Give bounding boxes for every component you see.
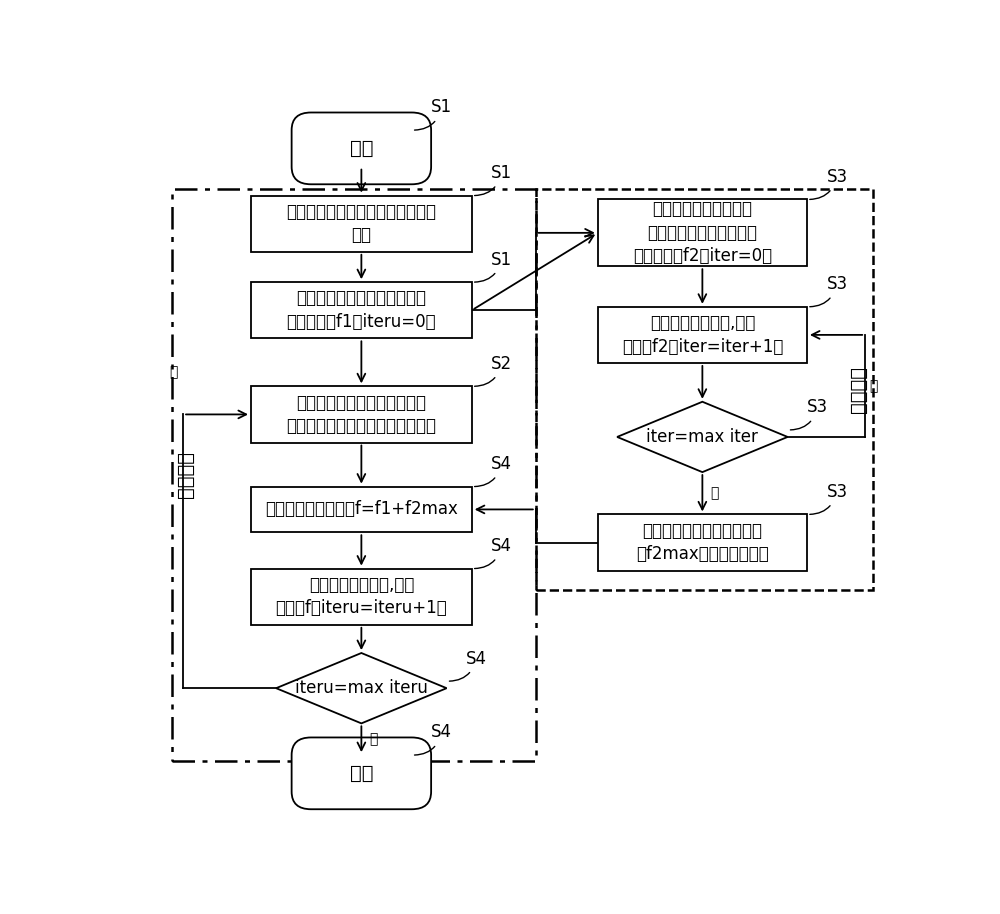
Text: 初始化。输入待规划配电网络原始
数据: 初始化。输入待规划配电网络原始 数据	[286, 203, 436, 244]
Bar	[172, 188, 536, 760]
Text: 是: 是	[369, 732, 378, 746]
Bar	[536, 188, 873, 590]
Text: S4: S4	[475, 455, 512, 486]
Text: S4: S4	[475, 537, 512, 569]
FancyBboxPatch shape	[251, 387, 472, 442]
Text: S3: S3	[790, 399, 828, 430]
Text: 初始化下层种群，根据
每个时刻的潮流分布计算
种群适应度f2，iter=0。: 初始化下层种群，根据 每个时刻的潮流分布计算 种群适应度f2，iter=0。	[633, 200, 772, 265]
Text: S3: S3	[810, 168, 848, 199]
Text: iteru=max iteru: iteru=max iteru	[295, 679, 428, 697]
Text: 否: 否	[169, 366, 177, 379]
Text: 选择、交叉、变异,更新
适应度f2，iter=iter+1。: 选择、交叉、变异,更新 适应度f2，iter=iter+1。	[622, 314, 783, 356]
FancyBboxPatch shape	[251, 282, 472, 338]
Text: 下层划分: 下层划分	[849, 366, 868, 412]
Text: S2: S2	[475, 355, 512, 387]
FancyBboxPatch shape	[598, 515, 807, 570]
FancyBboxPatch shape	[598, 307, 807, 363]
Text: 更新上层个体适应度f=f1+f2max: 更新上层个体适应度f=f1+f2max	[265, 501, 458, 518]
Text: S1: S1	[415, 99, 452, 130]
Polygon shape	[276, 653, 447, 723]
Text: 按照每个染色体的划分方式和
各个时段的平均负荷进行网络重构: 按照每个染色体的划分方式和 各个时段的平均负荷进行网络重构	[286, 394, 436, 435]
Text: 选择最优秀的个体和其适应
度f2max，下层划分结束: 选择最优秀的个体和其适应 度f2max，下层划分结束	[636, 522, 769, 563]
FancyBboxPatch shape	[251, 486, 472, 532]
FancyBboxPatch shape	[292, 738, 431, 809]
FancyBboxPatch shape	[251, 569, 472, 625]
Text: 开始: 开始	[350, 139, 373, 158]
Text: S1: S1	[475, 250, 512, 282]
Text: S1: S1	[475, 164, 512, 196]
FancyBboxPatch shape	[251, 196, 472, 252]
Text: 否: 否	[869, 379, 877, 393]
Text: S4: S4	[415, 724, 452, 755]
Text: 初始化上层种群，计算每条染
色体适应度f1，iteru=0。: 初始化上层种群，计算每条染 色体适应度f1，iteru=0。	[287, 290, 436, 331]
Text: S4: S4	[449, 650, 487, 681]
Polygon shape	[617, 402, 788, 473]
FancyBboxPatch shape	[292, 112, 431, 185]
Text: 结束: 结束	[350, 764, 373, 783]
Text: S3: S3	[810, 275, 848, 307]
Text: 是: 是	[710, 486, 718, 500]
Text: 选择、交叉、变异,更新
适应度f，iteru=iteru+1。: 选择、交叉、变异,更新 适应度f，iteru=iteru+1。	[276, 576, 447, 618]
FancyBboxPatch shape	[598, 199, 807, 266]
Text: S3: S3	[810, 483, 848, 515]
Text: 上层划分: 上层划分	[176, 452, 195, 498]
Text: iter=max iter: iter=max iter	[646, 428, 758, 446]
